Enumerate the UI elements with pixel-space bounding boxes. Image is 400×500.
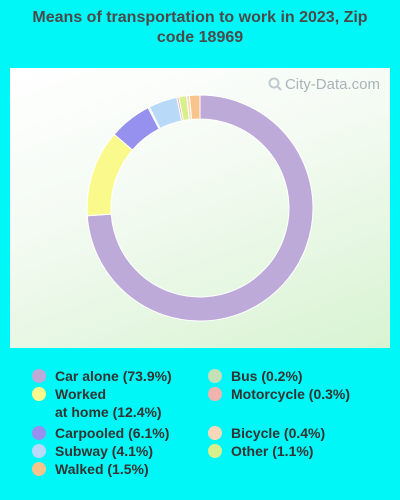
watermark: City-Data.com — [268, 76, 380, 93]
slice-car-alone[interactable] — [86, 94, 314, 322]
slice-worked-at-home[interactable] — [86, 133, 134, 217]
chart-title: Means of transportation to work in 2023,… — [32, 9, 368, 46]
magnifier-icon — [268, 77, 282, 91]
watermark-text: City-Data.com — [284, 76, 380, 93]
slice-walked[interactable] — [188, 94, 201, 120]
